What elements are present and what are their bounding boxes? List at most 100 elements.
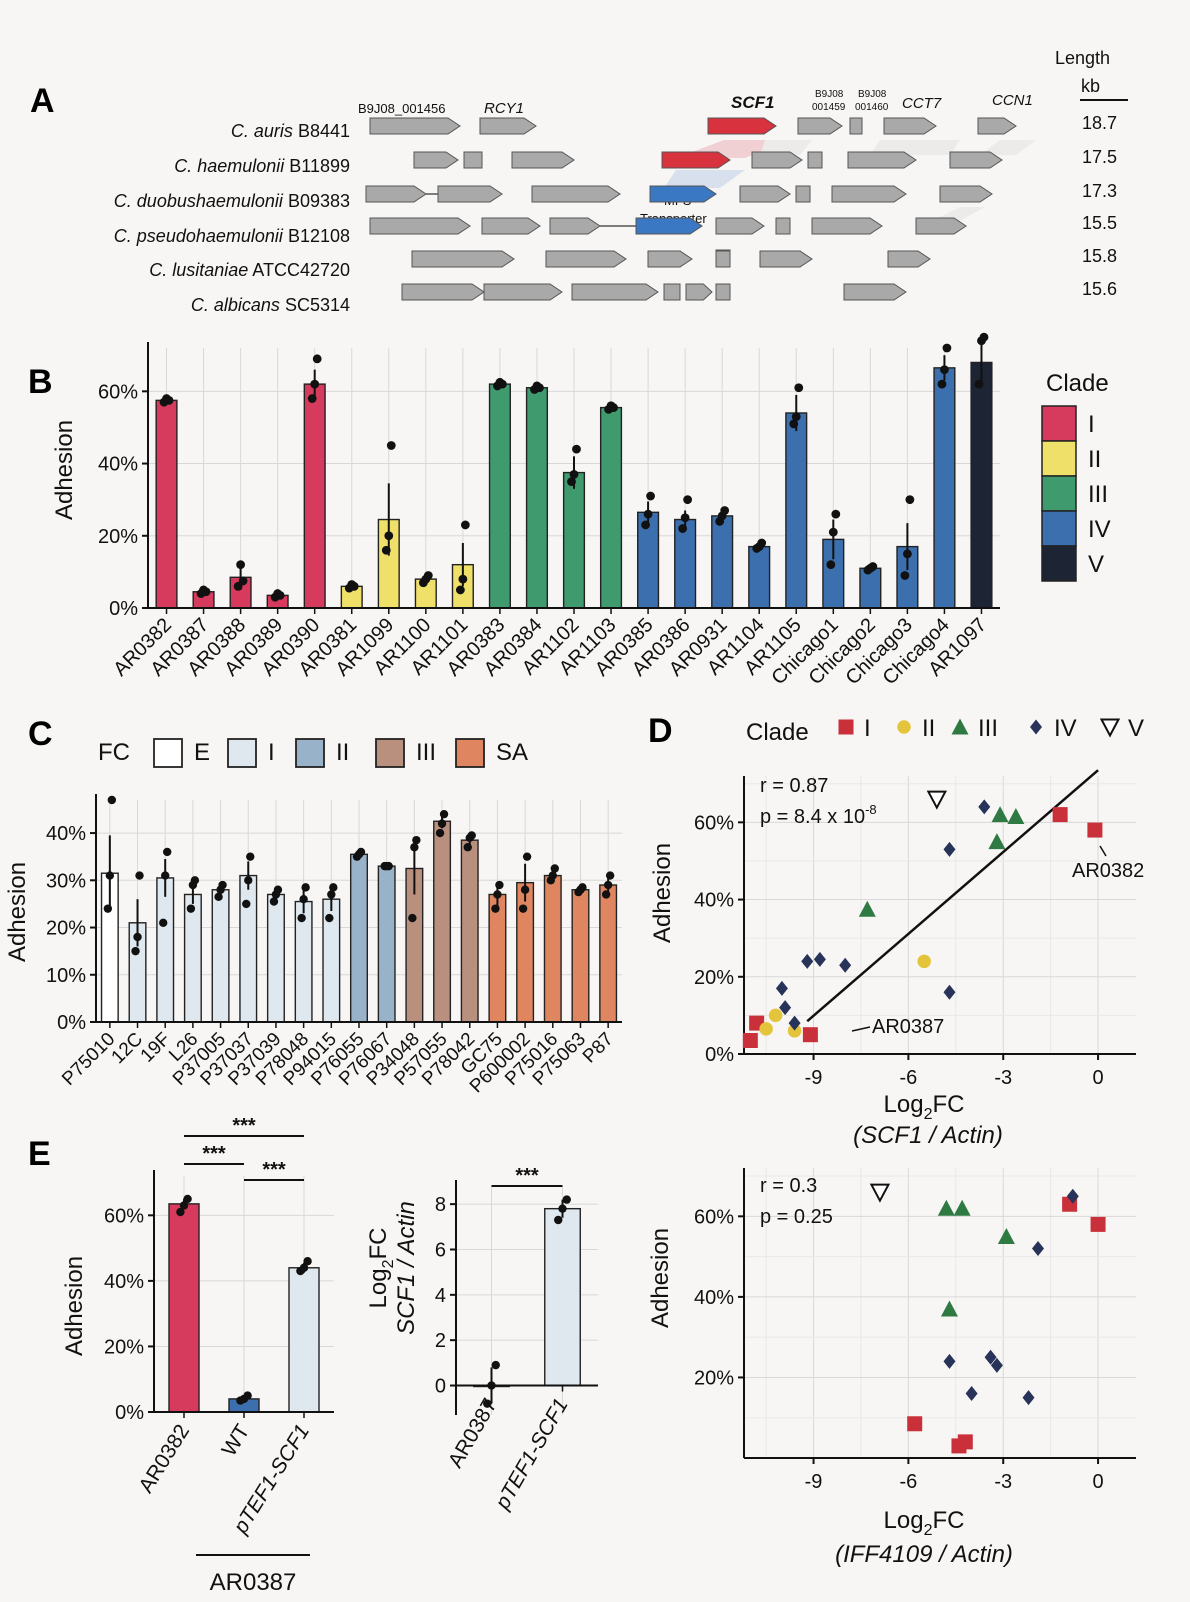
data-point: [603, 880, 613, 890]
point-clade-iii: [1007, 808, 1025, 825]
data-point: [133, 932, 142, 942]
regression-line: [806, 769, 1099, 1023]
y-tick-label: 20%: [694, 1367, 734, 1389]
point-clade-iii: [988, 833, 1006, 850]
data-point: [789, 419, 799, 429]
panel-a-letter: A: [30, 82, 55, 120]
y-tick-label: 0%: [115, 1402, 144, 1424]
data-point: [386, 441, 396, 450]
x-tick-label: -6: [899, 1067, 917, 1089]
data-point: [437, 819, 447, 828]
d-legend-label: I: [864, 715, 871, 742]
data-point: [161, 871, 170, 880]
x-tick-label: P87: [579, 1029, 618, 1068]
d-legend-title: Clade: [746, 719, 809, 746]
d-top-y-label: Adhesion: [649, 843, 676, 943]
data-point: [273, 885, 283, 894]
data-point: [467, 831, 476, 840]
d-bot-x-label: Log2FC: [884, 1507, 965, 1539]
point-clade-iv: [775, 980, 788, 996]
annotation-ar0382: AR0382: [1072, 860, 1144, 882]
data-point: [131, 946, 140, 956]
fc-legend-swatch: [375, 738, 405, 768]
data-point: [495, 880, 504, 890]
gene-label-ccn1: CCN1: [992, 92, 1033, 109]
length-unit: kb: [1081, 76, 1100, 96]
data-point: [491, 904, 500, 913]
data-point: [680, 513, 690, 523]
annotation-ar0387-leader: [851, 1026, 871, 1032]
x-tick-label: 0: [1093, 1471, 1104, 1493]
clade-legend-title: Clade: [1046, 370, 1109, 397]
y-tick-label: 6: [435, 1239, 446, 1261]
point-clade-iv: [1022, 1390, 1035, 1406]
point-clade-iii: [858, 900, 876, 917]
data-point: [310, 379, 320, 389]
data-point: [163, 847, 172, 857]
y-tick-label: 0%: [109, 598, 138, 620]
fc-legend-label: E: [194, 739, 210, 766]
point-clade-iv: [813, 951, 826, 967]
d-bot-x-label2: (IFF4109 / Actin): [835, 1541, 1013, 1568]
data-point: [327, 890, 336, 899]
data-point: [356, 847, 366, 857]
point-clade-iv: [1030, 719, 1042, 735]
point-clade-iii: [991, 806, 1009, 823]
length-header: Length: [1055, 48, 1110, 68]
gene: [807, 151, 823, 169]
bar: [970, 361, 993, 609]
data-point: [214, 892, 223, 902]
gene: [479, 117, 537, 135]
data-point: [572, 444, 581, 454]
panel-b-y-label: Adhesion: [51, 420, 78, 520]
point-clade-iv: [984, 1349, 997, 1365]
data-point: [643, 509, 653, 519]
panel-d-letter: D: [648, 712, 673, 750]
gene: [531, 185, 621, 203]
data-point: [455, 585, 465, 595]
gene-label-cct7: CCT7: [902, 95, 942, 112]
gene: [401, 283, 485, 301]
gene: [685, 283, 713, 301]
length-value: 15.5: [1082, 213, 1117, 233]
data-point: [275, 590, 285, 600]
bar: [377, 865, 396, 1023]
species-label: C. haemulonii B11899: [174, 156, 350, 176]
gene: [463, 151, 483, 169]
gene: [663, 283, 681, 301]
data-point: [720, 506, 730, 515]
gene: [831, 185, 907, 203]
panel-e-letter: E: [28, 1135, 51, 1173]
fc-legend-swatch: [455, 738, 485, 768]
data-point: [244, 876, 253, 885]
data-point: [238, 576, 248, 586]
point-clade-iv: [990, 1357, 1003, 1373]
point-clade-ii: [897, 720, 911, 734]
d-top-x-label: Log2FC: [884, 1091, 965, 1123]
data-point: [301, 883, 310, 892]
point-clade-i: [951, 1438, 967, 1454]
point-clade-iv: [801, 953, 814, 969]
data-point: [408, 913, 417, 923]
bar: [488, 893, 507, 1023]
species-label: C. albicans SC5314: [191, 295, 350, 315]
d-legend: I II III IV V: [838, 715, 1144, 742]
data-point: [569, 469, 579, 479]
data-point: [190, 876, 200, 885]
fc-legend: E I II III SA: [153, 738, 528, 768]
clade-legend-label: III: [1088, 481, 1108, 508]
clade-legend-label: I: [1088, 411, 1095, 438]
length-value: 18.7: [1082, 113, 1117, 133]
gene-label-b9j08-001459: B9J08 001459: [812, 89, 846, 113]
point-clade-v: [926, 790, 948, 810]
gene: [795, 185, 811, 203]
fc-legend-title: FC: [98, 739, 130, 766]
x-tick-label: 0: [1093, 1067, 1104, 1089]
gene: [949, 151, 1003, 169]
data-point: [435, 828, 445, 838]
point-clade-iii: [951, 718, 969, 735]
gene: [797, 117, 843, 135]
bar: [599, 884, 618, 1023]
clade-legend-swatch: [1041, 510, 1077, 547]
